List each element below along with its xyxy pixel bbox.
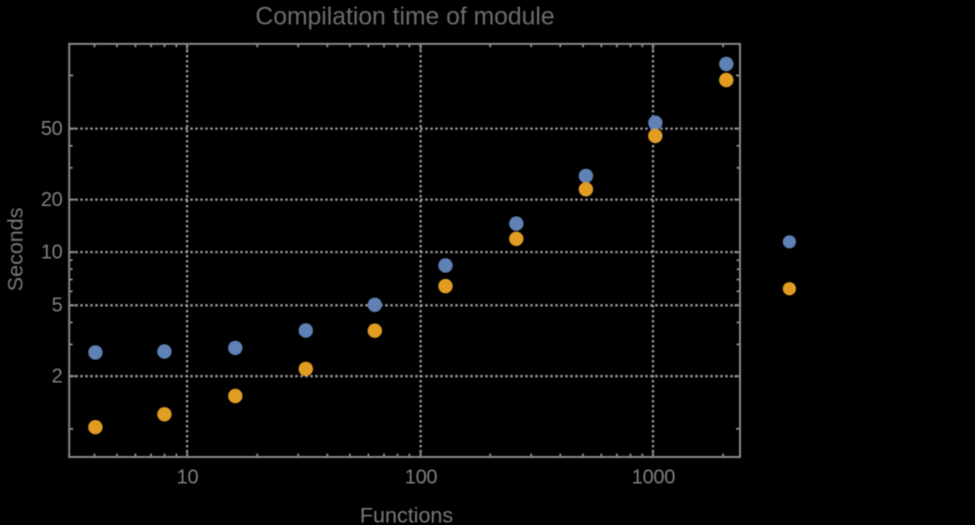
svg-text:Seconds: Seconds <box>3 208 27 292</box>
svg-text:10: 10 <box>41 241 63 263</box>
svg-text:2: 2 <box>52 366 63 388</box>
svg-text:Compilation time of module: Compilation time of module <box>255 4 554 31</box>
svg-text:10: 10 <box>177 466 199 488</box>
svg-text:Functions: Functions <box>360 504 453 525</box>
svg-text:100: 100 <box>405 466 438 488</box>
svg-text:1000: 1000 <box>632 466 675 488</box>
svg-text:5: 5 <box>52 295 63 317</box>
svg-text:20: 20 <box>41 189 63 211</box>
svg-text:50: 50 <box>41 118 63 140</box>
